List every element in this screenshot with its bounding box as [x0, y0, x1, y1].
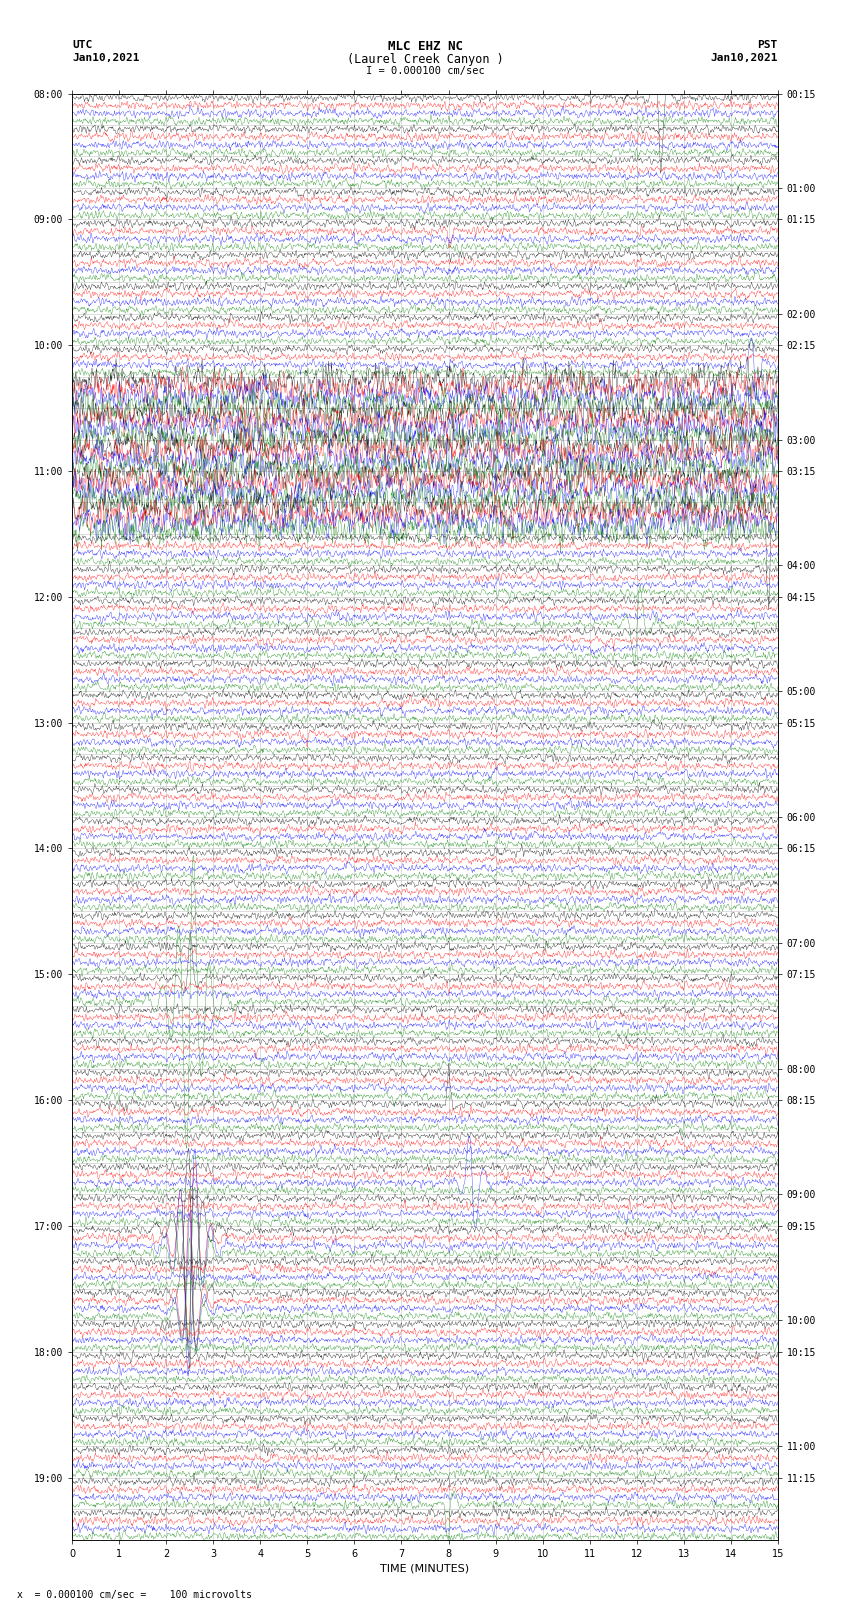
Text: PST: PST [757, 40, 778, 50]
Text: Jan10,2021: Jan10,2021 [72, 53, 139, 63]
Text: Jan10,2021: Jan10,2021 [711, 53, 778, 63]
Text: UTC: UTC [72, 40, 93, 50]
Text: MLC EHZ NC: MLC EHZ NC [388, 40, 462, 53]
Text: I = 0.000100 cm/sec: I = 0.000100 cm/sec [366, 66, 484, 76]
Text: x  = 0.000100 cm/sec =    100 microvolts: x = 0.000100 cm/sec = 100 microvolts [17, 1590, 252, 1600]
Text: (Laurel Creek Canyon ): (Laurel Creek Canyon ) [347, 53, 503, 66]
X-axis label: TIME (MINUTES): TIME (MINUTES) [381, 1563, 469, 1574]
